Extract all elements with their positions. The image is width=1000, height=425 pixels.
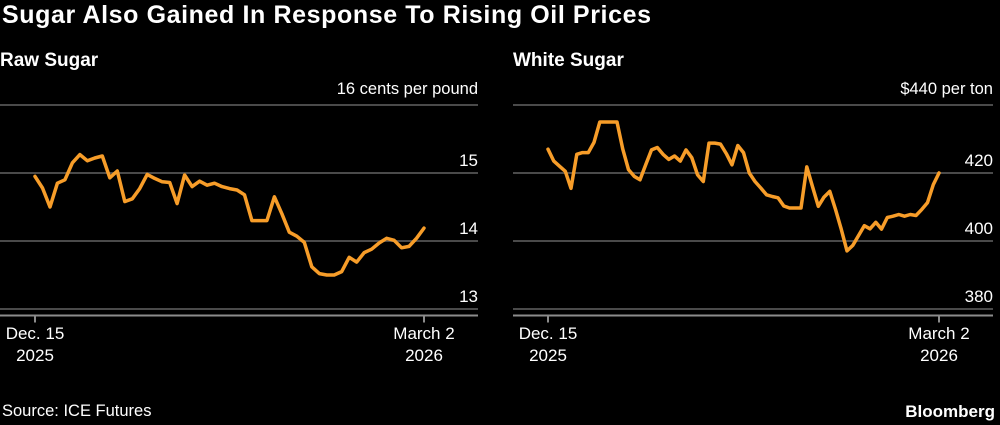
- y-axis-label: 420: [965, 151, 993, 170]
- price-line: [33, 152, 426, 277]
- x-axis-date-label: Dec. 15: [519, 324, 578, 343]
- x-axis-date-label: Dec. 15: [6, 324, 65, 343]
- raw-sugar-panel: Raw Sugar 16 cents per pound 15 14 13 Dec. …: [0, 50, 480, 373]
- bloomberg-logo: Bloomberg: [905, 402, 995, 421]
- x-axis-year-label: 2026: [405, 346, 443, 365]
- white-sugar-panel: White Sugar $440 per ton 420 400 380 Dec. 1…: [513, 50, 995, 373]
- price-line: [546, 120, 941, 253]
- x-axis-year-label: 2026: [920, 346, 958, 365]
- y-axis-label: 400: [965, 219, 993, 238]
- x-axis-date-label: March 2: [908, 324, 969, 343]
- y-axis-label: 15: [459, 151, 478, 170]
- x-axis-year-label: 2025: [16, 346, 54, 365]
- white-sugar-panel-title: White Sugar: [513, 50, 624, 71]
- y-axis-label: 13: [459, 287, 478, 306]
- white-sugar-unit-label: $440 per ton: [900, 80, 993, 98]
- charts-row: Raw Sugar 16 cents per pound 15 14 13 Dec. …: [0, 50, 995, 373]
- raw-sugar-panel-title: Raw Sugar: [0, 50, 99, 71]
- raw-sugar-unit-label: 16 cents per pound: [336, 80, 478, 98]
- x-axis-date-label: March 2: [393, 324, 454, 343]
- chart-headline: Sugar Also Gained In Response To Rising …: [2, 1, 652, 29]
- source-note: Source: ICE Futures: [2, 402, 152, 420]
- x-axis-year-label: 2025: [529, 346, 567, 365]
- y-axis-label: 380: [965, 287, 993, 306]
- raw-sugar-line-chart: 15 14 13 Dec. 15 2025 March 2 2026: [0, 104, 478, 365]
- white-sugar-line-chart: 420 400 380 Dec. 15 2025 March 2 2026: [513, 104, 993, 365]
- y-axis-label: 14: [459, 219, 478, 238]
- figure-footer: Source: ICE Futures Bloomberg: [0, 400, 1000, 425]
